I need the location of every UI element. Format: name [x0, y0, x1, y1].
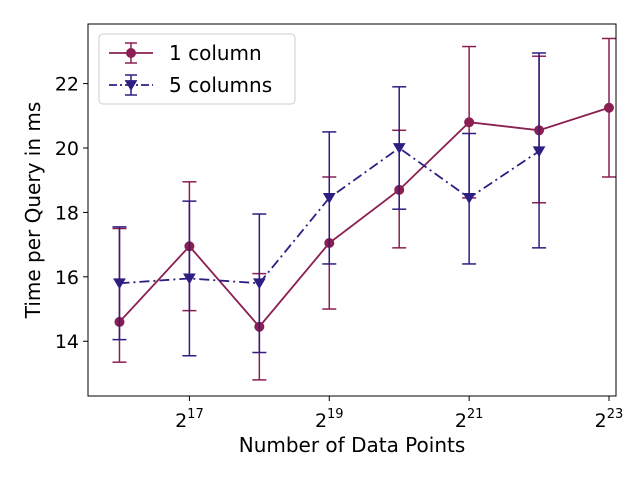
x-tick-label: 219: [315, 407, 344, 432]
data-point: [183, 273, 196, 285]
data-point: [462, 193, 476, 204]
x-axis-label: Number of Data Points: [239, 433, 466, 457]
data-point: [392, 143, 406, 154]
data-point: [252, 278, 266, 290]
legend: 1 column 5 columns: [98, 33, 296, 105]
x-tick-label: 223: [595, 407, 624, 432]
legend-items: 1 column 5 columns: [109, 41, 272, 97]
series-layer: [112, 37, 617, 381]
plot-frame: [87, 23, 617, 397]
x-tick-exponent: 21: [467, 407, 484, 422]
data-point: [464, 117, 475, 128]
x-tick-base: 2: [315, 410, 327, 432]
y-tick-label: 22: [55, 74, 79, 96]
x-axis: 217 219 221 223: [175, 396, 623, 432]
data-point: [124, 80, 138, 91]
series-line: [118, 106, 610, 329]
data-point: [322, 193, 336, 204]
data-point: [532, 146, 546, 158]
y-axis: 14 16 18 20 22: [55, 74, 88, 353]
x-tick-label: 217: [175, 407, 204, 432]
x-tick-base: 2: [175, 410, 187, 432]
x-tick-base: 2: [595, 410, 607, 432]
y-tick-label: 18: [55, 202, 79, 224]
legend-box: [98, 33, 296, 105]
y-axis-label: Time per Query in ms: [21, 102, 45, 320]
data-point: [604, 102, 615, 113]
legend-label: 1 column: [169, 41, 262, 65]
legend-item-2: 5 columns: [109, 73, 272, 97]
x-tick-exponent: 23: [607, 407, 624, 422]
y-tick-label: 14: [55, 331, 79, 353]
series-2: [112, 52, 547, 357]
legend-item-1: 1 column: [109, 41, 262, 65]
x-tick-exponent: 17: [187, 407, 204, 422]
x-tick-exponent: 19: [327, 407, 344, 422]
x-tick-label: 221: [455, 407, 484, 432]
y-tick-label: 20: [55, 138, 79, 160]
legend-label: 5 columns: [169, 73, 272, 97]
data-point: [126, 48, 136, 58]
y-tick-label: 16: [55, 267, 79, 289]
data-point: [113, 278, 126, 290]
x-tick-base: 2: [455, 410, 467, 432]
